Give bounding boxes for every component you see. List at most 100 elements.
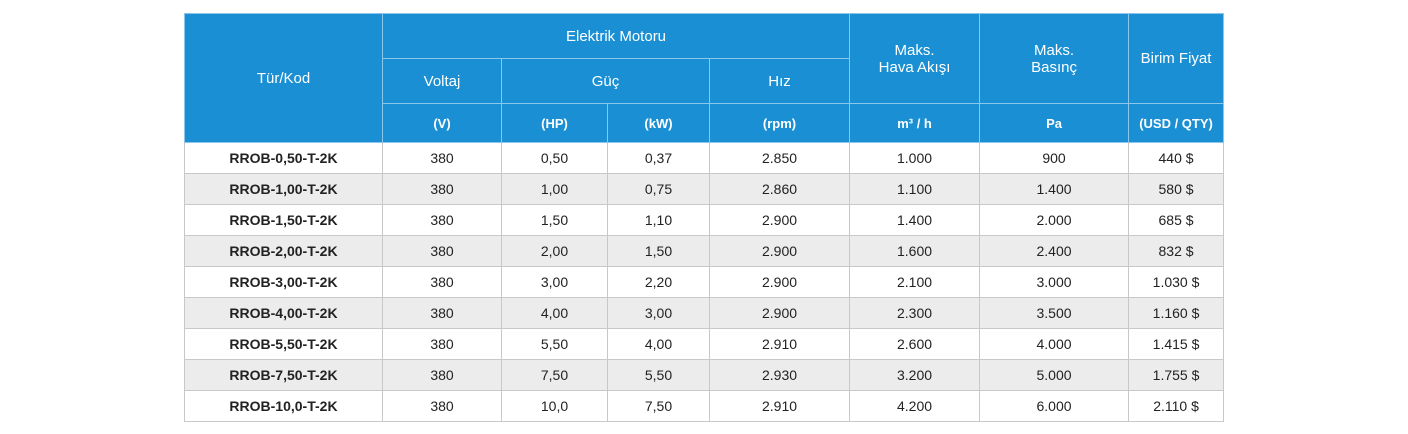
value-cell: 580 $ xyxy=(1128,173,1225,205)
value-cell: 3,00 xyxy=(501,266,608,298)
value-cell: 1,50 xyxy=(501,204,608,236)
value-cell: 3.500 xyxy=(979,297,1130,329)
value-cell: 1.100 xyxy=(849,173,981,205)
value-cell: 2.400 xyxy=(979,235,1130,267)
header-cell: Voltaj xyxy=(382,58,502,104)
code-cell: RROB-10,0-T-2K xyxy=(184,390,383,422)
value-cell: 2.110 $ xyxy=(1128,390,1225,422)
value-cell: 1.400 xyxy=(849,204,981,236)
value-cell: 6.000 xyxy=(979,390,1130,422)
value-cell: 7,50 xyxy=(607,390,710,422)
table-row: RROB-1,00-T-2K 380 1,00 0,75 2.860 1.100 1.400… xyxy=(184,173,1225,205)
header-cell: Birim Fiyat xyxy=(1128,13,1225,104)
value-cell: 5,50 xyxy=(607,359,710,391)
value-cell: 4.000 xyxy=(979,328,1130,360)
value-cell: 4.200 xyxy=(849,390,981,422)
code-cell: RROB-4,00-T-2K xyxy=(184,297,383,329)
code-cell: RROB-2,00-T-2K xyxy=(184,235,383,267)
header-cell: Güç xyxy=(501,58,710,104)
value-cell: 1,00 xyxy=(501,173,608,205)
table-body: RROB-0,50-T-2K 380 0,50 0,37 2.850 1.000 900 44… xyxy=(184,142,1225,422)
code-cell: RROB-1,00-T-2K xyxy=(184,173,383,205)
value-cell: 2.850 xyxy=(708,142,851,174)
table-row: RROB-7,50-T-2K 380 7,50 5,50 2.930 3.200 5.000… xyxy=(184,359,1225,391)
value-cell: 1.415 $ xyxy=(1128,328,1225,360)
value-cell: 832 $ xyxy=(1128,235,1225,267)
unit-cell: m³ / h xyxy=(849,103,981,143)
header-cell: Maks. Hava Akışı xyxy=(849,13,981,104)
value-cell: 685 $ xyxy=(1128,204,1225,236)
value-cell: 2.900 xyxy=(708,204,851,236)
value-cell: 7,50 xyxy=(501,359,608,391)
value-cell: 1.000 xyxy=(849,142,981,174)
code-cell: RROB-3,00-T-2K xyxy=(184,266,383,298)
value-cell: 2.910 xyxy=(708,390,851,422)
unit-cell: Pa xyxy=(979,103,1130,143)
value-cell: 380 xyxy=(382,359,502,391)
value-cell: 380 xyxy=(382,266,502,298)
value-cell: 2.860 xyxy=(708,173,851,205)
header-row: Tür/Kod Elektrik Motoru Maks. Hava Akışı… xyxy=(184,13,1225,143)
unit-cell: (USD / QTY) xyxy=(1128,103,1225,143)
code-cell: RROB-7,50-T-2K xyxy=(184,359,383,391)
header-cell: Elektrik Motoru xyxy=(381,13,851,59)
value-cell: 1,50 xyxy=(607,235,710,267)
value-cell: 5,50 xyxy=(501,328,608,360)
table-row: RROB-3,00-T-2K 380 3,00 2,20 2.900 2.100 3.000… xyxy=(184,266,1225,298)
unit-cell: (kW) xyxy=(607,103,710,143)
value-cell: 380 xyxy=(382,328,502,360)
value-cell: 380 xyxy=(382,142,502,174)
code-cell: RROB-5,50-T-2K xyxy=(184,328,383,360)
table-header: Tür/Kod Elektrik Motoru Maks. Hava Akışı… xyxy=(184,13,1225,143)
table-row: RROB-1,50-T-2K 380 1,50 1,10 2.900 1.400 2.000… xyxy=(184,204,1225,236)
table-row: RROB-10,0-T-2K 380 10,0 7,50 2.910 4.200 6.000… xyxy=(184,390,1225,422)
value-cell: 4,00 xyxy=(501,297,608,329)
table-row: RROB-2,00-T-2K 380 2,00 1,50 2.900 1.600 2.400… xyxy=(184,235,1225,267)
unit-cell: (rpm) xyxy=(708,103,851,143)
header-cell: Maks. Basınç xyxy=(979,13,1130,104)
value-cell: 2.910 xyxy=(708,328,851,360)
value-cell: 3,00 xyxy=(607,297,710,329)
header-cell: Hız xyxy=(708,58,851,104)
value-cell: 2,00 xyxy=(501,235,608,267)
table-row: RROB-5,50-T-2K 380 5,50 4,00 2.910 2.600 4.000… xyxy=(184,328,1225,360)
value-cell: 1.160 $ xyxy=(1128,297,1225,329)
value-cell: 2.930 xyxy=(708,359,851,391)
value-cell: 1,10 xyxy=(607,204,710,236)
value-cell: 380 xyxy=(382,390,502,422)
value-cell: 2.900 xyxy=(708,235,851,267)
value-cell: 3.200 xyxy=(849,359,981,391)
unit-row: (V) (HP) (kW) (rpm) m³ / h Pa (USD / QTY) xyxy=(185,103,1225,143)
value-cell: 900 xyxy=(979,142,1130,174)
value-cell: 2.300 xyxy=(849,297,981,329)
value-cell: 3.000 xyxy=(979,266,1130,298)
value-cell: 0,75 xyxy=(607,173,710,205)
table-row: RROB-0,50-T-2K 380 0,50 0,37 2.850 1.000 900 44… xyxy=(184,142,1225,174)
value-cell: 4,00 xyxy=(607,328,710,360)
value-cell: 2.600 xyxy=(849,328,981,360)
code-cell: RROB-0,50-T-2K xyxy=(184,142,383,174)
value-cell: 1.030 $ xyxy=(1128,266,1225,298)
unit-cell: (V) xyxy=(382,103,502,143)
value-cell: 5.000 xyxy=(979,359,1130,391)
value-cell: 380 xyxy=(382,173,502,205)
value-cell: 2.100 xyxy=(849,266,981,298)
value-cell: 10,0 xyxy=(501,390,608,422)
value-cell: 2,20 xyxy=(607,266,710,298)
value-cell: 380 xyxy=(382,297,502,329)
value-cell: 2.900 xyxy=(708,297,851,329)
value-cell: 440 $ xyxy=(1128,142,1225,174)
value-cell: 0,50 xyxy=(501,142,608,174)
value-cell: 1.600 xyxy=(849,235,981,267)
value-cell: 1.400 xyxy=(979,173,1130,205)
value-cell: 0,37 xyxy=(607,142,710,174)
value-cell: 1.755 $ xyxy=(1128,359,1225,391)
value-cell: 380 xyxy=(382,235,502,267)
value-cell: 2.000 xyxy=(979,204,1130,236)
value-cell: 380 xyxy=(382,204,502,236)
unit-cell: (HP) xyxy=(501,103,608,143)
header-cell: Tür/Kod xyxy=(184,13,383,143)
table-row: RROB-4,00-T-2K 380 4,00 3,00 2.900 2.300 3.500… xyxy=(184,297,1225,329)
price-table: Tür/Kod Elektrik Motoru Maks. Hava Akışı… xyxy=(184,13,1225,422)
